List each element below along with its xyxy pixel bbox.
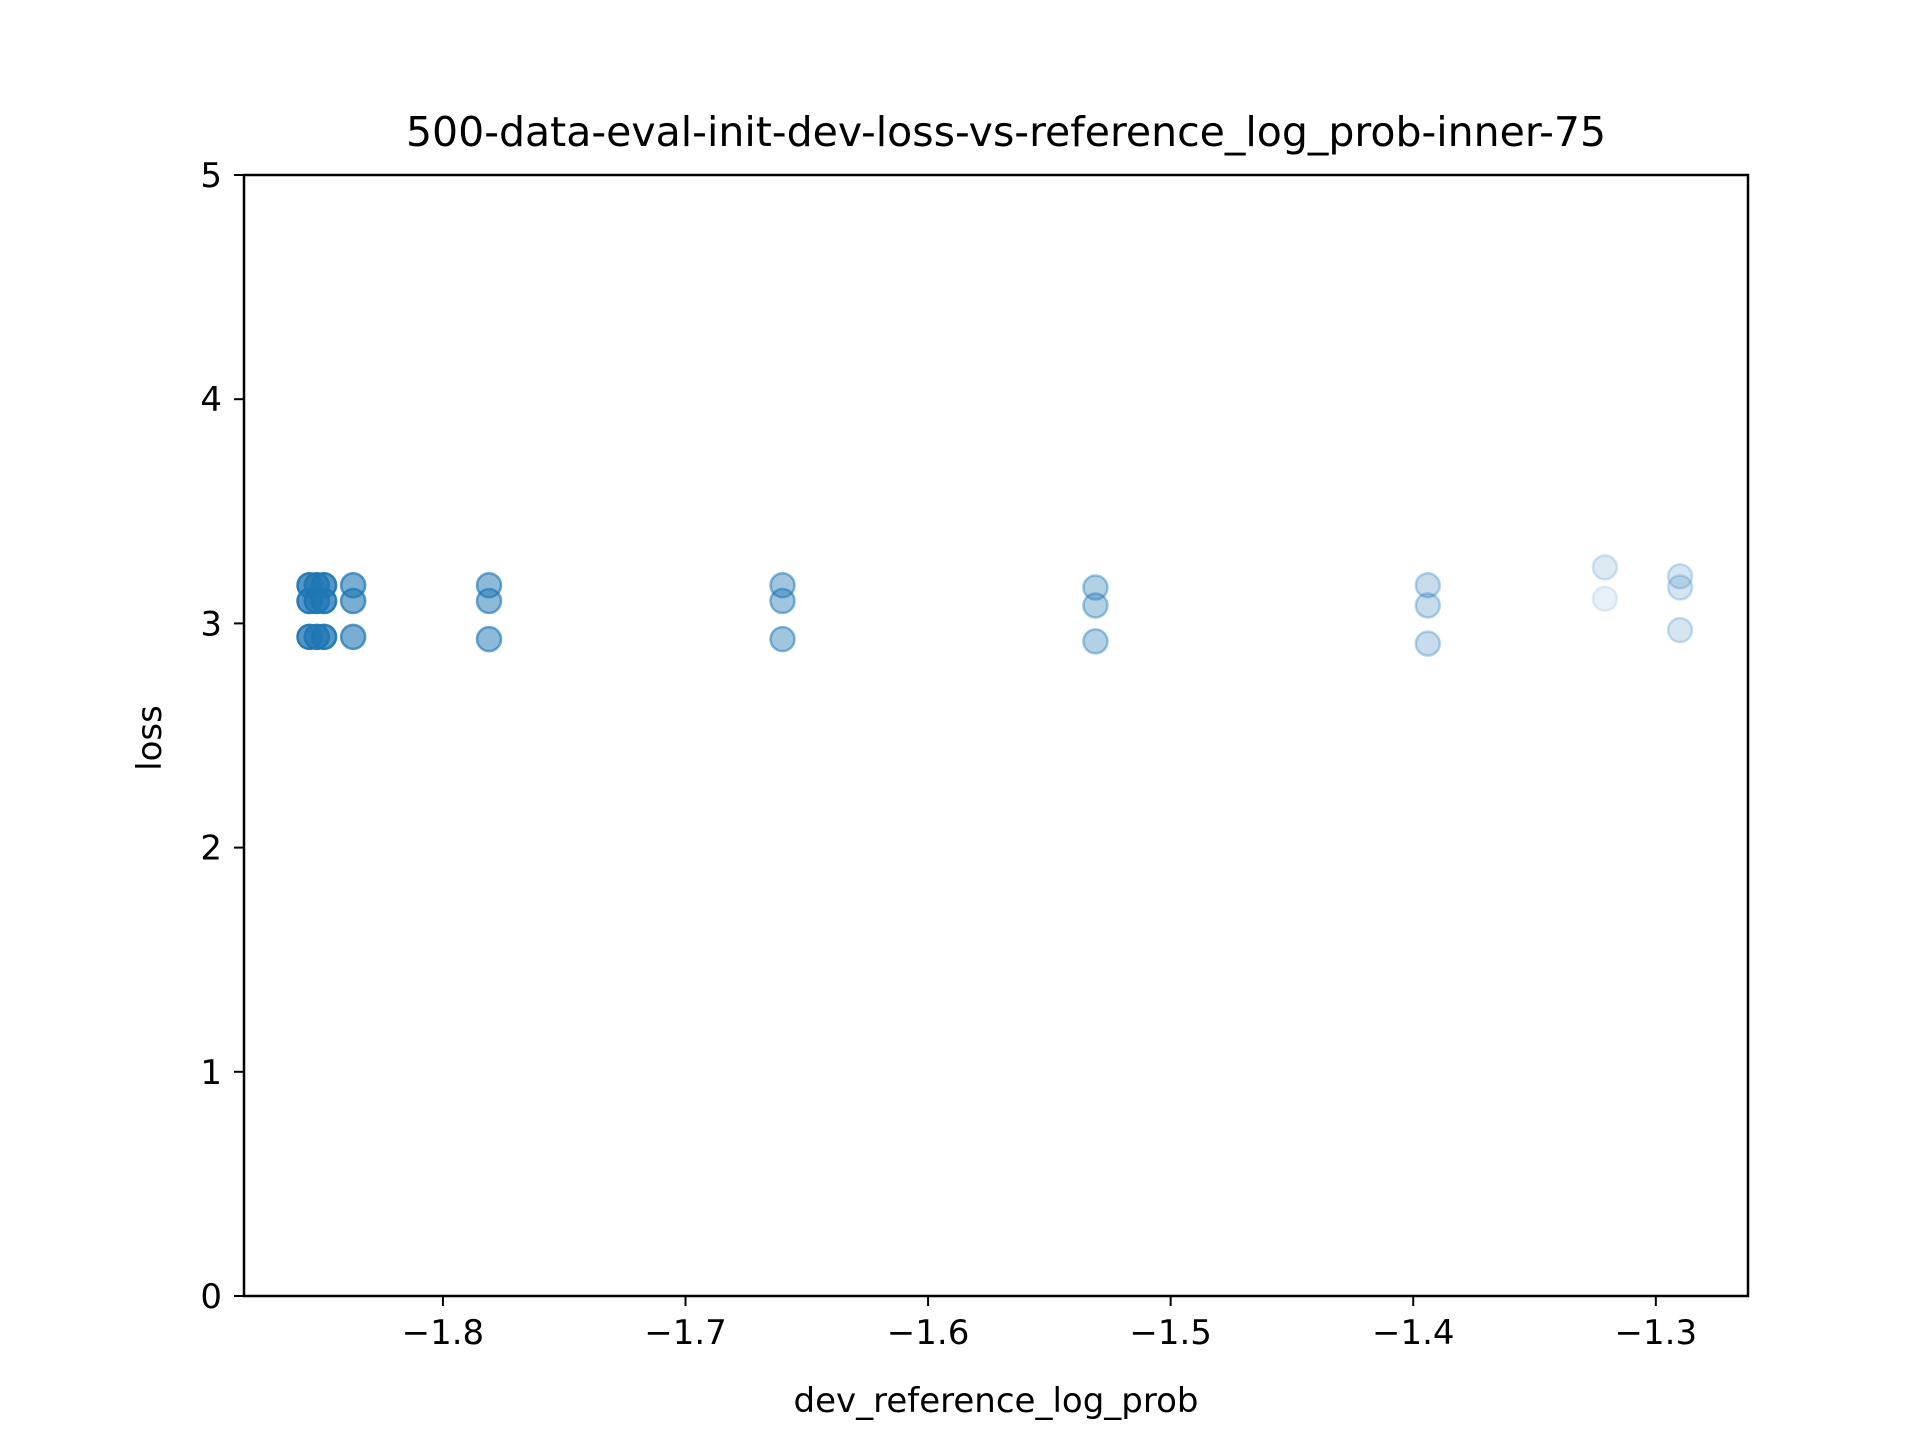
chart-title: 500-data-eval-init-dev-loss-vs-reference… xyxy=(406,108,1606,156)
data-point-11 xyxy=(339,623,367,651)
data-point-21 xyxy=(1414,572,1442,599)
x-tick-label: −1.4 xyxy=(1372,1313,1455,1353)
data-point-17 xyxy=(769,625,796,653)
data-point-19 xyxy=(1082,592,1109,619)
x-tick-label: −1.6 xyxy=(887,1313,970,1353)
y-tick-label: 4 xyxy=(200,380,222,420)
x-tick-label: −1.8 xyxy=(402,1313,485,1353)
data-point-28 xyxy=(1666,616,1694,644)
data-point-14 xyxy=(475,625,503,653)
y-tick-label: 5 xyxy=(200,156,222,196)
data-point-22 xyxy=(1414,592,1442,619)
data-point-10 xyxy=(339,587,367,615)
data-point-5 xyxy=(310,587,338,615)
data-point-13 xyxy=(475,587,503,615)
x-tick-label: −1.3 xyxy=(1615,1313,1698,1353)
y-tick-label: 2 xyxy=(200,829,222,869)
data-point-20 xyxy=(1082,628,1109,655)
data-point-8 xyxy=(310,623,338,651)
data-point-23 xyxy=(1414,630,1442,657)
data-points xyxy=(296,554,1694,657)
data-point-27 xyxy=(1666,574,1694,601)
data-point-18 xyxy=(1082,574,1109,601)
plot-area xyxy=(244,175,1748,1296)
x-axis-label: dev_reference_log_prob xyxy=(794,1381,1199,1421)
y-axis-label: loss xyxy=(130,705,170,771)
y-tick-label: 0 xyxy=(200,1277,222,1317)
data-point-24 xyxy=(1591,554,1619,581)
y-tick-label: 3 xyxy=(200,604,222,644)
data-point-26 xyxy=(1666,563,1694,590)
data-point-16 xyxy=(769,587,796,615)
data-point-25 xyxy=(1591,585,1619,612)
plot-frame xyxy=(242,173,1750,1298)
x-axis-ticks: −1.8 −1.7 −1.6 −1.5 −1.4 −1.3 xyxy=(402,1296,1697,1353)
x-tick-label: −1.7 xyxy=(644,1313,727,1353)
x-tick-label: −1.5 xyxy=(1129,1313,1212,1353)
y-tick-label: 1 xyxy=(200,1053,222,1093)
y-axis-ticks: 0 1 2 3 4 5 xyxy=(200,156,244,1317)
